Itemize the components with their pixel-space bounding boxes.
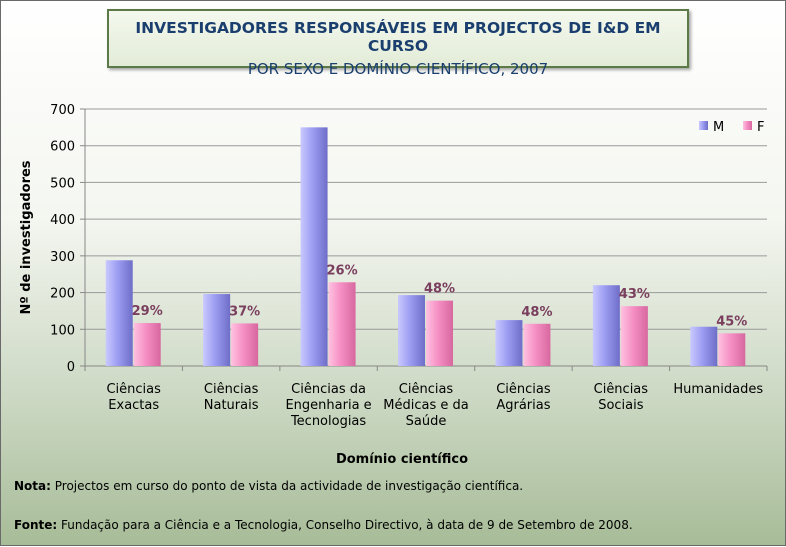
- bar-f: [620, 306, 648, 366]
- bar-m: [105, 260, 133, 366]
- data-label: 37%: [229, 304, 260, 319]
- note-text: Nota: Projectos em curso do ponto de vis…: [14, 479, 523, 493]
- chart-title-box: INVESTIGADORES RESPONSÁVEIS EM PROJECTOS…: [107, 9, 689, 78]
- bar-f: [718, 333, 746, 366]
- data-label: 43%: [619, 287, 650, 302]
- legend-label-f: F: [757, 120, 764, 135]
- x-tick-label: Ciências da Engenharia e Tecnologias: [285, 382, 371, 429]
- data-label: 26%: [327, 263, 358, 278]
- bar-m: [398, 295, 425, 366]
- source-label: Fonte:: [14, 518, 58, 532]
- legend-swatch-f: [743, 121, 752, 130]
- y-tick-label: 400: [50, 213, 75, 228]
- y-tick-label: 700: [50, 103, 75, 118]
- x-tick-label: Ciências Agrárias: [496, 382, 551, 413]
- legend-swatch-m: [699, 121, 708, 130]
- data-label: 48%: [424, 282, 455, 297]
- bar-f: [426, 300, 453, 366]
- y-tick-label: 200: [50, 287, 75, 302]
- bar-m: [495, 320, 523, 366]
- y-axis-label: Nº de investigadores: [19, 160, 34, 314]
- x-tick-label: Ciências Naturais: [204, 382, 259, 413]
- data-label: 29%: [132, 304, 163, 319]
- bar-f: [231, 323, 259, 366]
- y-tick-label: 500: [50, 176, 75, 191]
- bar-f: [328, 282, 356, 366]
- chart-subtitle: POR SEXO E DOMÍNIO CIENTÍFICO, 2007: [247, 60, 549, 78]
- y-tick-label: 600: [50, 140, 75, 155]
- y-tick-label: 300: [50, 250, 75, 265]
- data-label: 48%: [521, 305, 552, 320]
- bar-f: [523, 323, 551, 366]
- legend-label-m: M: [713, 120, 724, 135]
- bar-m: [592, 285, 620, 366]
- chart-title: INVESTIGADORES RESPONSÁVEIS EM PROJECTOS…: [135, 19, 661, 55]
- note-body: Projectos em curso do ponto de vista da …: [54, 479, 524, 493]
- note-label: Nota:: [14, 479, 51, 493]
- x-tick-label: Ciências Sociais: [594, 382, 649, 413]
- bar-m: [203, 294, 231, 366]
- data-label: 45%: [716, 314, 747, 329]
- x-tick-label: Humanidades: [673, 382, 763, 397]
- x-tick-label: Ciências Exactas: [106, 382, 161, 413]
- y-tick-label: 100: [50, 323, 75, 338]
- x-tick-label: Ciências Médicas e da Saúde: [383, 382, 468, 429]
- source-text: Fonte: Fundação para a Ciência e a Tecno…: [14, 518, 633, 532]
- bar-f: [133, 323, 161, 366]
- y-tick-label: 0: [67, 360, 75, 375]
- x-axis-label: Domínio científico: [336, 452, 468, 467]
- bar-m: [690, 326, 718, 366]
- source-body: Fundação para a Ciência e a Tecnologia, …: [61, 518, 633, 532]
- bar-m: [300, 127, 328, 366]
